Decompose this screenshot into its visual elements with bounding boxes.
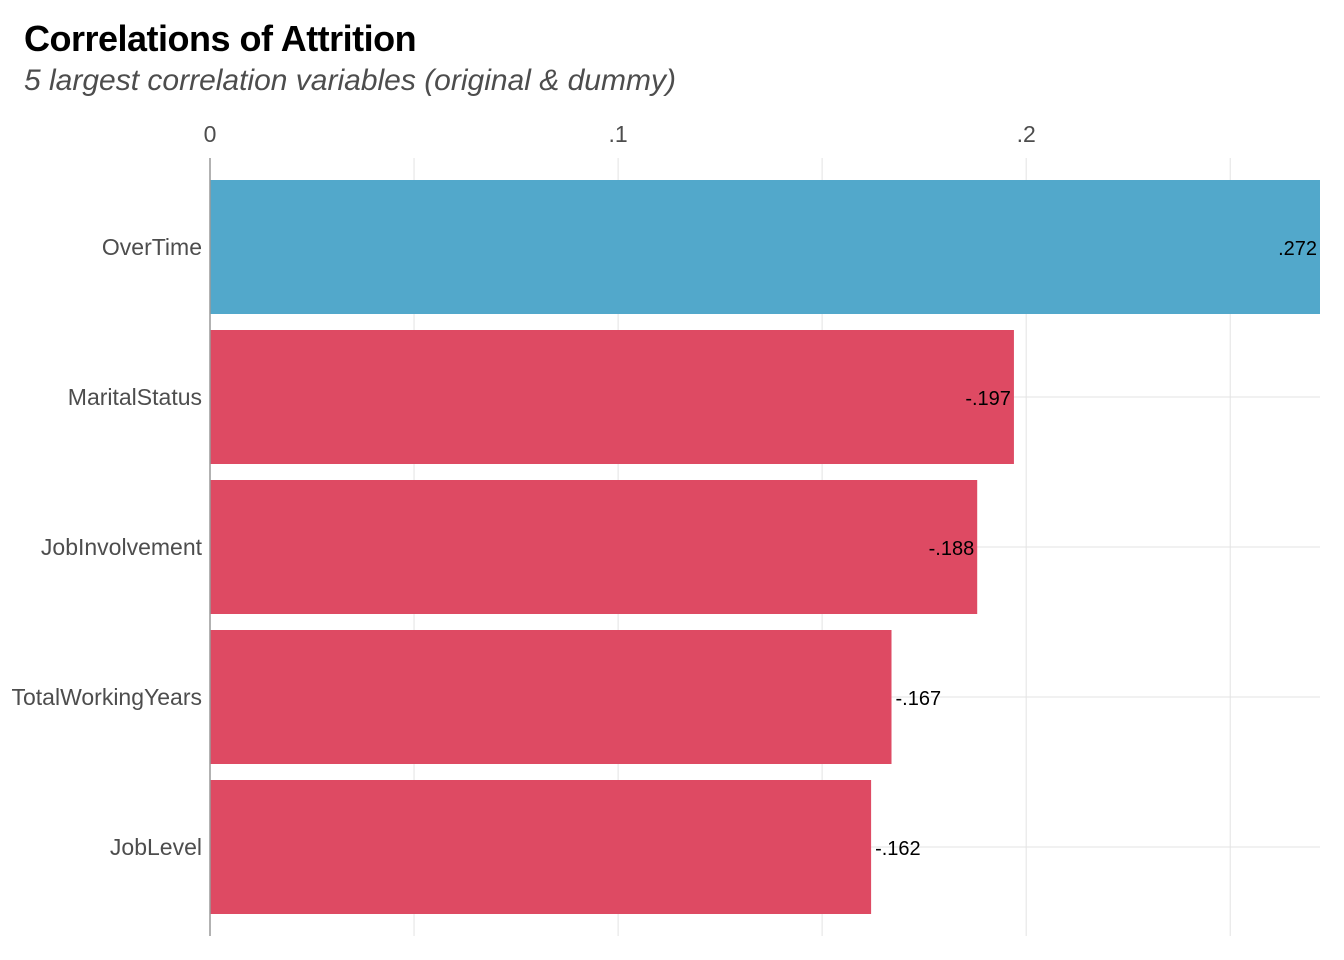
category-label: MaritalStatus (68, 384, 202, 410)
bar-MaritalStatus (210, 330, 1014, 464)
data-label: -.188 (929, 538, 975, 560)
category-label: JobInvolvement (41, 534, 203, 560)
data-label: .272 (1278, 238, 1317, 260)
bar-JobInvolvement (210, 480, 977, 614)
bar-OverTime (210, 180, 1320, 314)
x-tick-label: .2 (1017, 121, 1036, 147)
x-tick-label: .1 (608, 121, 627, 147)
category-label: JobLevel (110, 834, 202, 860)
data-label: -.167 (896, 688, 942, 710)
data-label: -.197 (965, 388, 1011, 410)
data-label: -.162 (875, 838, 921, 860)
x-tick-label: 0 (204, 121, 217, 147)
category-label: TotalWorkingYears (12, 684, 203, 710)
category-label: OverTime (102, 234, 202, 260)
bar-TotalWorkingYears (210, 630, 892, 764)
bar-JobLevel (210, 780, 871, 914)
